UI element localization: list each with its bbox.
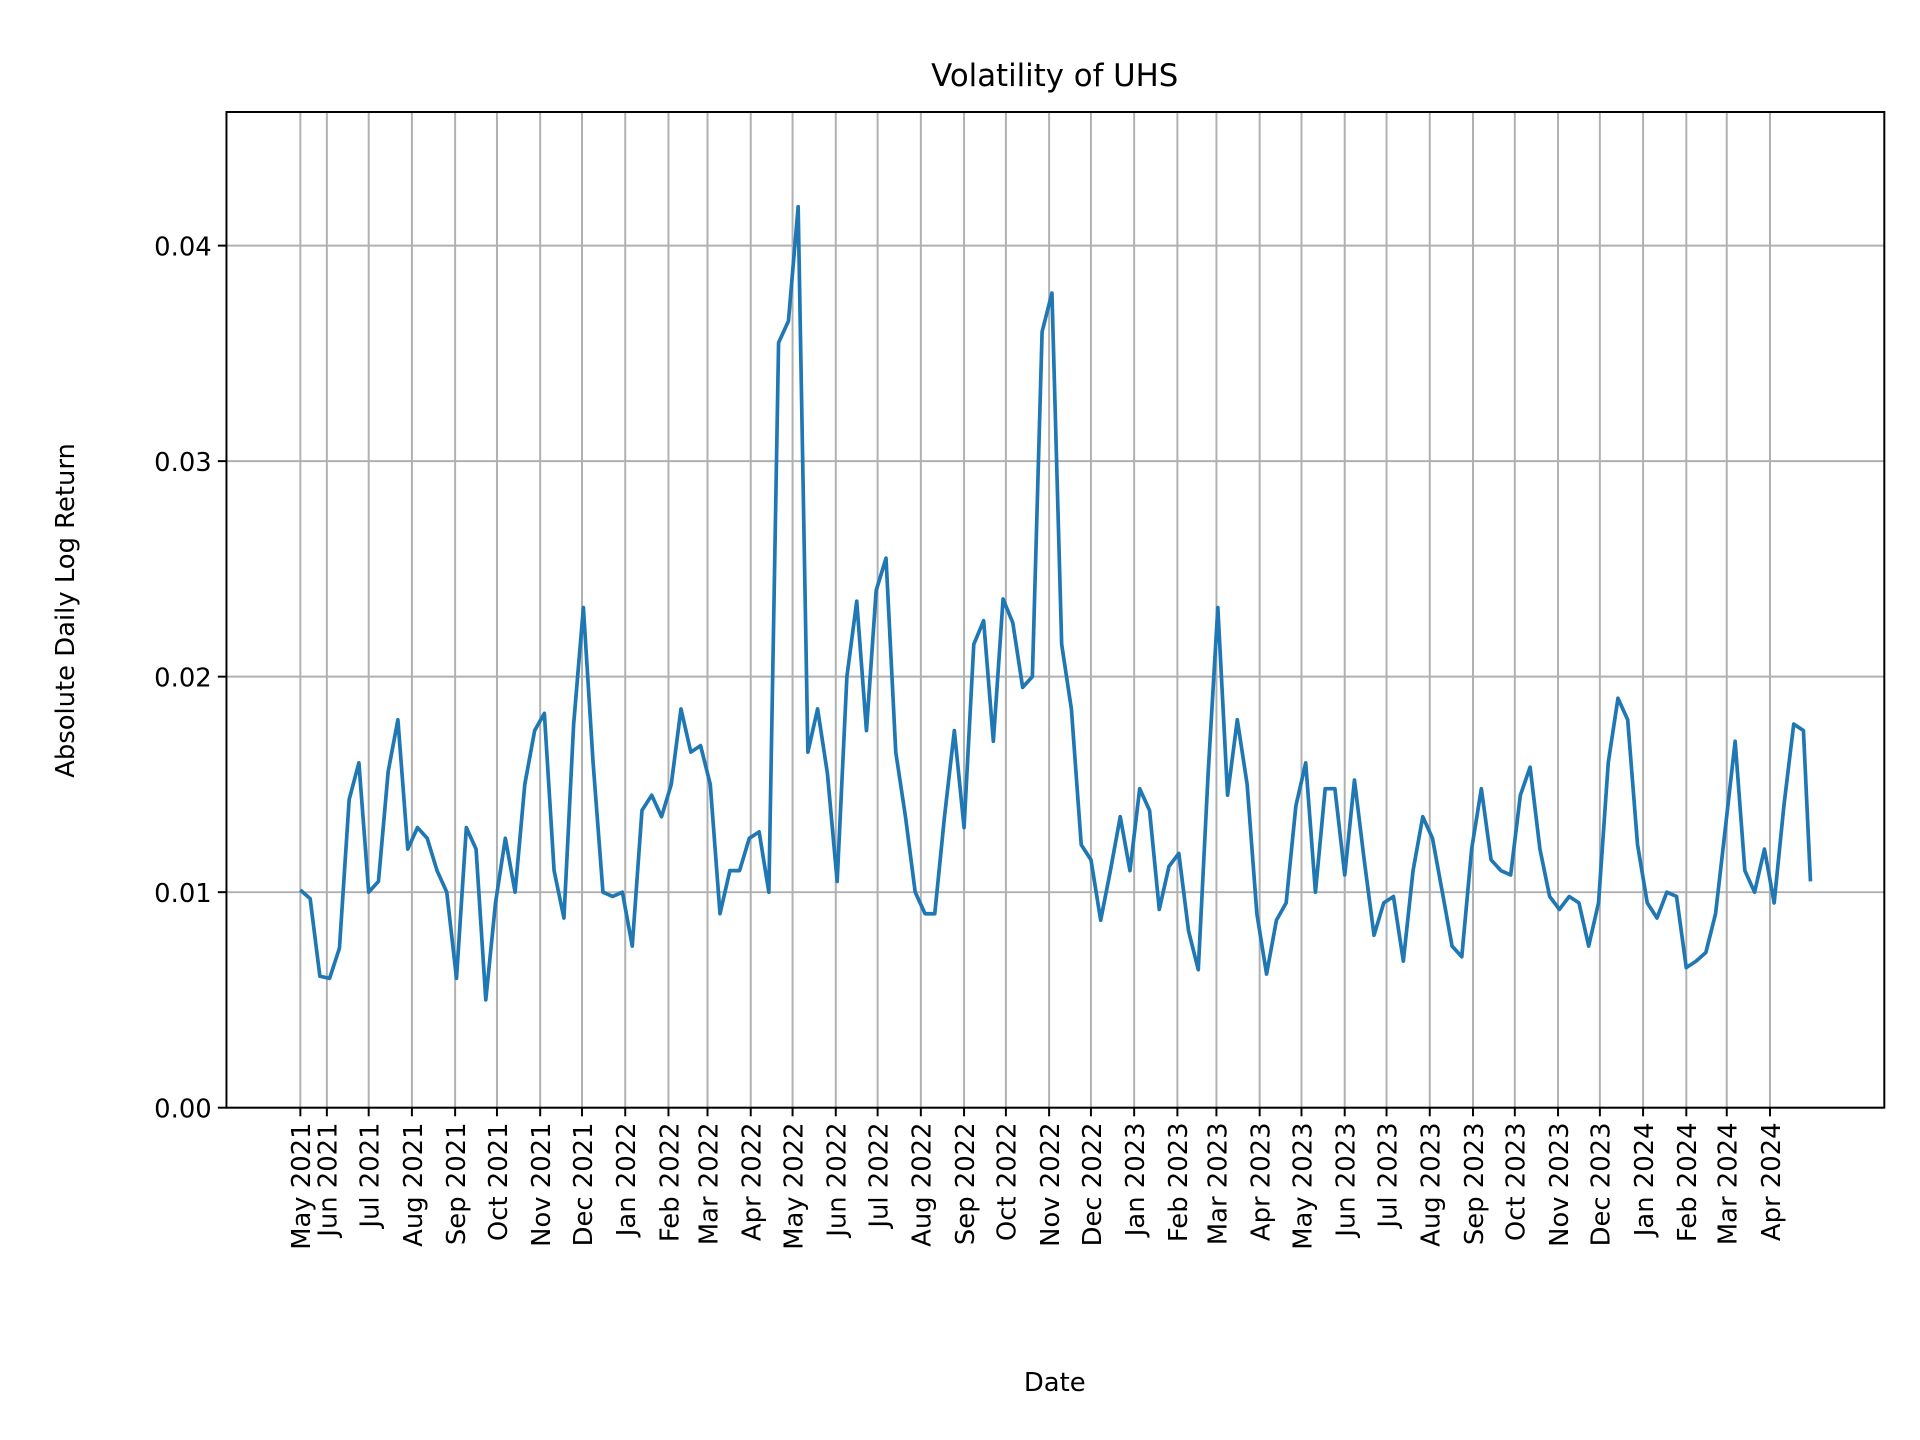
x-tick-label: Jul 2023 (1373, 1122, 1403, 1229)
x-tick-label: Nov 2022 (1036, 1122, 1066, 1246)
x-tick-label: Apr 2022 (738, 1122, 768, 1241)
x-tick-label: Jul 2021 (356, 1122, 386, 1229)
x-tick-label: Jan 2023 (1121, 1122, 1151, 1238)
x-tick-label: Jun 2021 (314, 1122, 344, 1238)
plot-frame (225, 111, 1886, 1109)
x-tick-label: Aug 2023 (1417, 1122, 1447, 1246)
series-layer (299, 204, 1813, 1002)
x-axis-label: Date (1024, 1368, 1086, 1398)
y-tick-label: 0.01 (154, 879, 212, 909)
x-tick-label: Sep 2021 (442, 1122, 472, 1245)
x-tick-label: Sep 2023 (1460, 1122, 1490, 1245)
x-tick-label: Dec 2021 (569, 1122, 599, 1246)
x-tick-label: Nov 2023 (1545, 1122, 1575, 1246)
x-tick-label: Dec 2023 (1587, 1122, 1617, 1246)
x-tick-label: Jun 2022 (823, 1122, 853, 1238)
y-axis: 0.00 0.01 0.02 0.03 0.04 (154, 232, 227, 1125)
x-tick-label: Feb 2024 (1673, 1122, 1703, 1242)
volatility-line (299, 204, 1813, 1002)
x-tick-label: Dec 2022 (1078, 1122, 1108, 1246)
x-tick-label: Jan 2022 (612, 1122, 642, 1238)
x-tick-label: Jul 2022 (864, 1122, 894, 1229)
y-tick-label: 0.04 (154, 232, 212, 262)
x-tick-label: Feb 2023 (1164, 1122, 1194, 1242)
y-axis-label: Absolute Daily Log Return (51, 443, 81, 778)
x-tick-label: Mar 2022 (694, 1122, 724, 1245)
x-tick-label: Mar 2023 (1203, 1122, 1233, 1245)
x-tick-label: Nov 2021 (527, 1122, 557, 1246)
y-tick-label: 0.00 (154, 1095, 212, 1125)
x-tick-label: Sep 2022 (951, 1122, 981, 1245)
chart-title: Volatility of UHS (931, 58, 1178, 94)
x-tick-label: Apr 2024 (1757, 1122, 1787, 1241)
x-tick-label: Apr 2023 (1246, 1122, 1276, 1241)
x-tick-label: Aug 2021 (399, 1122, 429, 1246)
grid (226, 112, 1885, 1109)
x-tick-label: Oct 2023 (1502, 1122, 1532, 1241)
x-tick-label: Oct 2021 (484, 1122, 514, 1241)
x-tick-label: Oct 2022 (993, 1122, 1023, 1241)
x-tick-label: Mar 2024 (1714, 1122, 1744, 1245)
x-tick-label: Jun 2023 (1332, 1122, 1362, 1238)
x-tick-label: May 2021 (287, 1122, 317, 1249)
x-tick-label: Aug 2022 (908, 1122, 938, 1246)
x-tick-label: Jan 2024 (1630, 1122, 1660, 1238)
x-tick-label: May 2022 (779, 1122, 809, 1249)
x-tick-label: May 2023 (1288, 1122, 1318, 1249)
x-tick-label: Feb 2022 (655, 1122, 685, 1242)
y-tick-label: 0.03 (154, 448, 212, 478)
y-tick-label: 0.02 (154, 664, 212, 694)
